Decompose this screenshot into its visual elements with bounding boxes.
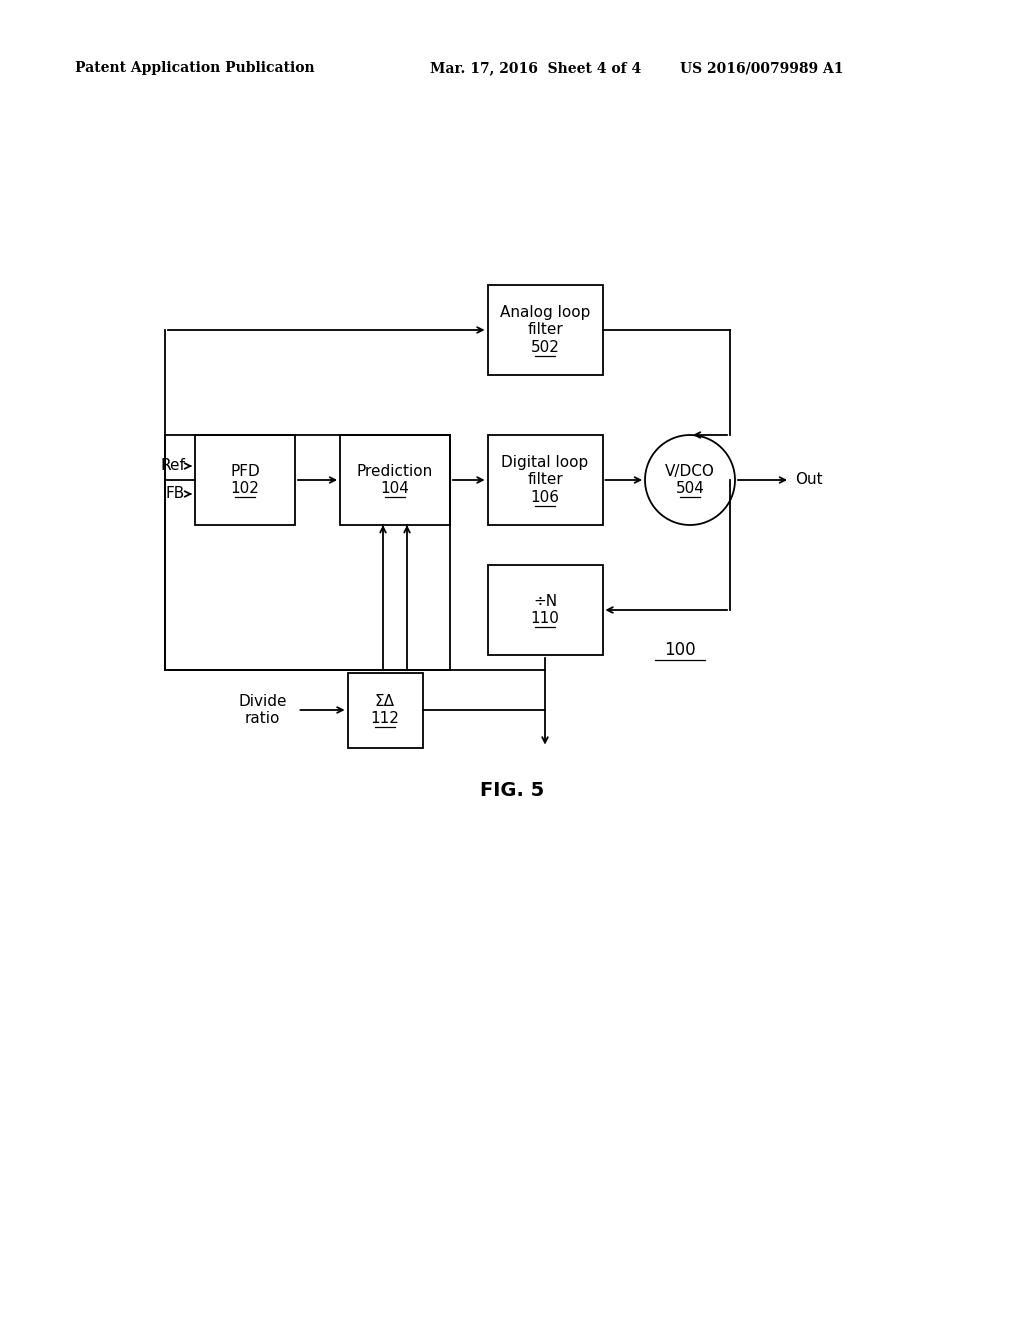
Text: US 2016/0079989 A1: US 2016/0079989 A1 — [680, 61, 844, 75]
Text: 504: 504 — [676, 482, 705, 496]
Text: Patent Application Publication: Patent Application Publication — [75, 61, 314, 75]
Text: Out: Out — [795, 473, 822, 487]
Bar — [340, 436, 450, 525]
Text: Prediction: Prediction — [357, 463, 433, 479]
Text: ÷N: ÷N — [532, 594, 557, 609]
Text: Mar. 17, 2016  Sheet 4 of 4: Mar. 17, 2016 Sheet 4 of 4 — [430, 61, 641, 75]
Text: 112: 112 — [371, 711, 399, 726]
Text: 106: 106 — [530, 490, 559, 506]
Text: Divide
ratio: Divide ratio — [239, 694, 287, 726]
Text: filter: filter — [527, 322, 563, 338]
Text: ΣΔ: ΣΔ — [375, 694, 395, 709]
Text: Analog loop: Analog loop — [500, 305, 590, 319]
Bar — [487, 565, 602, 655]
Text: PFD: PFD — [230, 463, 260, 479]
Text: 502: 502 — [530, 341, 559, 355]
Text: 102: 102 — [230, 482, 259, 496]
Text: FB: FB — [166, 487, 185, 502]
Text: Ref: Ref — [160, 458, 185, 474]
Bar — [195, 436, 295, 525]
Text: Digital loop: Digital loop — [502, 455, 589, 470]
Bar — [347, 672, 423, 747]
Text: filter: filter — [527, 473, 563, 487]
Text: FIG. 5: FIG. 5 — [480, 780, 544, 800]
Text: 110: 110 — [530, 611, 559, 626]
Bar — [487, 436, 602, 525]
Text: 100: 100 — [665, 642, 696, 659]
Text: V/DCO: V/DCO — [665, 463, 715, 479]
Bar — [487, 285, 602, 375]
Text: 104: 104 — [381, 482, 410, 496]
